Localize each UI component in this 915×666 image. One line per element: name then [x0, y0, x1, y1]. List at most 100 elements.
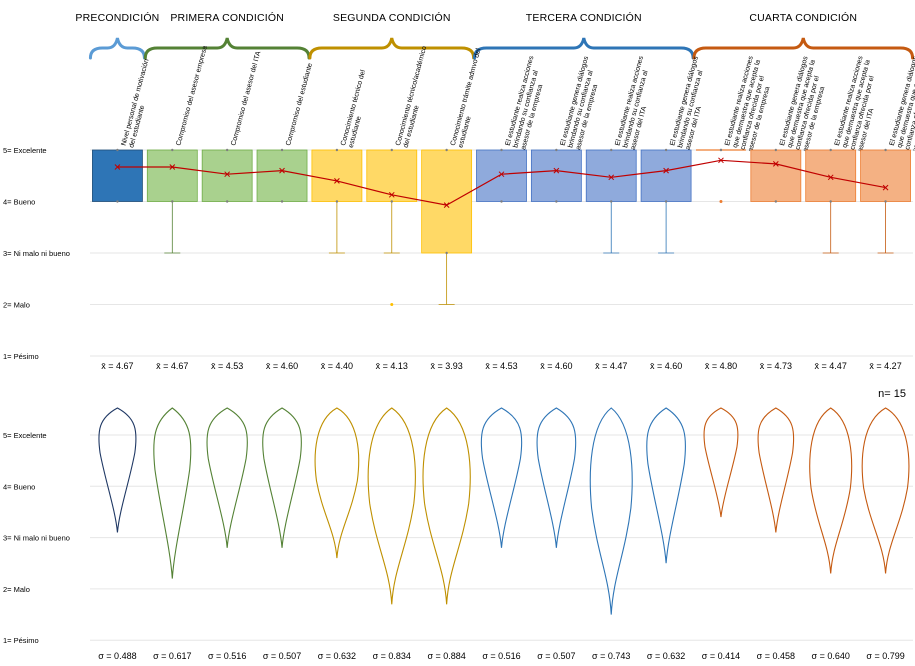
quartile-marker: [500, 148, 503, 152]
box: [256, 149, 308, 202]
box: [805, 149, 857, 202]
violin-shape: [536, 407, 577, 548]
group-brace: [308, 37, 476, 60]
y-axis-labels-top: 5= Excelente 4= Bueno 3= Ni malo ni bueno 2…: [3, 146, 70, 361]
quartile-marker: [171, 200, 174, 203]
box: [750, 149, 802, 202]
mean-marker: [498, 171, 505, 178]
sd-label: σ = 0.516: [482, 651, 520, 661]
box: [311, 149, 363, 202]
y-axis-labels-bottom: 5= Excelente 4= Bueno 3= Ni malo ni bueno 2…: [3, 431, 70, 645]
mean-marker: [334, 178, 340, 184]
violin-shape: [809, 407, 853, 574]
violin-shape: [861, 407, 910, 574]
mean-labels: x̄ = 4.67 x̄ = 4.67 x̄ = 4.53 x̄ = 4.60 x̄ =…: [101, 361, 901, 371]
mean-marker: [114, 164, 121, 170]
sd-label: σ = 0.640: [812, 651, 850, 661]
violin-plots: [98, 407, 910, 615]
sd-label: σ = 0.743: [592, 651, 630, 661]
quartile-marker: [610, 200, 613, 203]
violin-shape: [206, 407, 248, 548]
mean-label: x̄ = 4.47: [595, 361, 627, 371]
violin-shape: [314, 407, 360, 559]
mean-marker: [388, 191, 395, 198]
box: [860, 149, 911, 202]
quartile-marker: [335, 200, 339, 203]
violin-shape: [153, 407, 192, 579]
mean-label: x̄ = 4.53: [485, 361, 517, 371]
item-labels: Nivel personal de motivacióndel estudian…: [121, 45, 915, 153]
y-tick-label: 5= Excelente: [3, 431, 47, 440]
item-label: Nivel personal de motivacióndel estudian…: [121, 58, 159, 148]
sd-label: σ = 0.884: [427, 651, 465, 661]
item-label: El estudiante genera diálogosque demuest…: [889, 55, 915, 153]
sd-label: σ = 0.458: [757, 651, 795, 661]
quartile-marker: [280, 200, 284, 203]
mean-label: x̄ = 4.27: [869, 361, 901, 371]
mean-label: x̄ = 4.73: [760, 361, 792, 371]
violin-shape: [98, 407, 137, 533]
quartile-marker: [225, 200, 229, 203]
quartile-marker: [116, 200, 119, 203]
sd-label: σ = 0.507: [263, 651, 301, 661]
quartile-marker: [774, 200, 778, 203]
quartile-marker: [664, 148, 668, 152]
group-brace: [88, 37, 146, 60]
quartile-marker: [225, 148, 229, 152]
quartile-marker: [335, 148, 339, 152]
mean-marker: [827, 174, 834, 181]
violin-shape: [367, 407, 416, 605]
quartile-marker: [445, 251, 448, 255]
box: [476, 149, 527, 202]
box-plots: [92, 148, 911, 306]
quartile-marker: [829, 148, 832, 152]
group-title: PRIMERA CONDICIÓN: [170, 11, 284, 24]
violin-shape: [422, 407, 471, 605]
y-tick-label: 4= Bueno: [3, 198, 35, 207]
mean-label: x̄ = 4.53: [211, 361, 243, 371]
mean-marker: [279, 167, 285, 174]
y-tick-label: 3= Ni malo ni bueno: [3, 249, 70, 258]
group-title: CUARTA CONDICIÓN: [749, 11, 857, 24]
box: [201, 149, 253, 202]
mean-label: x̄ = 4.47: [815, 361, 847, 371]
quartile-marker: [719, 148, 723, 152]
quartile-marker: [280, 148, 284, 152]
quartile-marker: [610, 148, 613, 152]
mean-label: x̄ = 4.67: [101, 361, 133, 371]
group-brace: [692, 37, 915, 60]
item-label: El estudiante genera diálogosque demuest…: [779, 55, 833, 153]
mean-marker: [224, 171, 231, 178]
mean-marker: [608, 174, 615, 181]
item-label: El estudiante realiza accionesbrindando …: [614, 55, 660, 151]
bottom-gridlines: [90, 434, 913, 641]
sd-label: σ = 0.488: [98, 651, 136, 661]
outlier-point: [390, 303, 394, 306]
quartile-marker: [829, 200, 832, 203]
violin-shape: [262, 407, 302, 548]
quartile-marker: [445, 148, 448, 152]
condition-group-headers: PRECONDICIÓN PRIMERA CONDICIÓN SEGUNDA CON…: [75, 11, 915, 60]
mean-marker: [663, 167, 669, 174]
y-tick-label: 3= Ni malo ni bueno: [3, 534, 70, 543]
item-label: Compromiso del asesor del ITA: [230, 50, 262, 146]
violin-shape: [757, 407, 795, 533]
quartile-marker: [116, 148, 119, 152]
item-label: El estudiante realiza accionesque demues…: [724, 55, 778, 153]
quartile-marker: [390, 200, 393, 203]
y-tick-label: 2= Malo: [3, 585, 30, 594]
group-title: SEGUNDA CONDICIÓN: [333, 11, 451, 24]
sd-label: σ = 0.834: [373, 651, 411, 661]
mean-marker: [718, 157, 724, 164]
violin-shape: [480, 407, 523, 548]
item-label: El estudiante genera diálogosbrindando s…: [560, 55, 606, 151]
mean-marker: [443, 202, 450, 208]
item-label: Conocimiento técnico delestudiante: [340, 69, 375, 149]
y-tick-label: 5= Excelente: [3, 146, 47, 155]
group-brace: [143, 37, 311, 60]
mean-label: x̄ = 4.60: [650, 361, 682, 371]
mean-marker: [772, 161, 779, 167]
item-label-line: Compromiso del asesor empresa: [175, 45, 208, 146]
sd-label: σ = 0.632: [647, 651, 685, 661]
